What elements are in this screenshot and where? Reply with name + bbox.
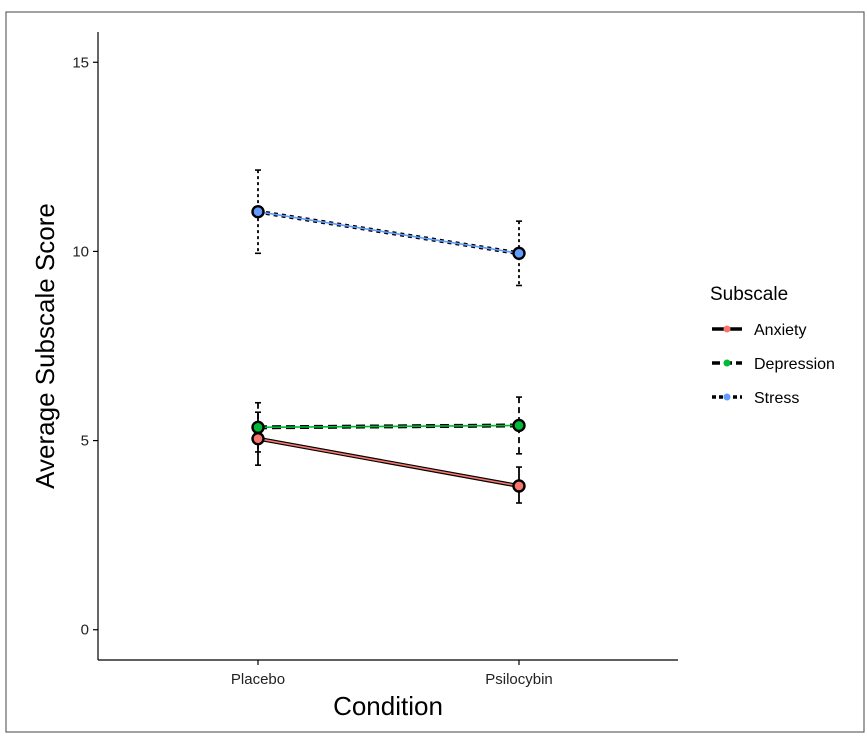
outer-border	[5, 11, 865, 733]
series-line-anxiety	[257, 437, 520, 487]
y-tick-label: 5	[81, 433, 89, 450]
data-point-anxiety	[251, 431, 265, 446]
x-axis-title: Condition	[333, 691, 443, 721]
y-tick-label: 15	[72, 54, 89, 71]
data-point-stress	[251, 204, 265, 219]
legend-marker-stress	[723, 393, 731, 401]
axes	[97, 32, 678, 661]
error-bars	[255, 169, 522, 504]
x-tick-label: Placebo	[231, 671, 285, 688]
legend-items: Anxiety Depression Stress	[712, 322, 835, 407]
data-point-stress	[512, 246, 526, 261]
legend-label-anxiety: Anxiety	[754, 322, 806, 339]
y-ticks: 0 5 10 15	[72, 54, 98, 639]
data-point-depression	[251, 420, 265, 435]
series-line-stress	[257, 210, 520, 255]
x-tick-label: Psilocybin	[485, 671, 553, 688]
legend-label-depression: Depression	[754, 356, 835, 373]
data-point-depression	[512, 418, 526, 433]
legend-marker-anxiety	[723, 325, 731, 333]
data-points	[251, 204, 526, 493]
y-tick-label: 10	[72, 243, 89, 260]
legend: Subscale Anxiety Depression Stress	[710, 284, 835, 407]
series-line-depression	[257, 424, 520, 429]
legend-marker-depression	[723, 359, 731, 367]
y-axis-title: Average Subscale Score	[30, 203, 60, 489]
series-lines	[257, 209, 520, 488]
x-ticks: Placebo Psilocybin	[231, 660, 553, 688]
y-tick-label: 0	[81, 622, 89, 639]
data-point-anxiety	[512, 479, 526, 493]
legend-label-stress: Stress	[754, 390, 799, 407]
legend-title: Subscale	[710, 284, 788, 305]
